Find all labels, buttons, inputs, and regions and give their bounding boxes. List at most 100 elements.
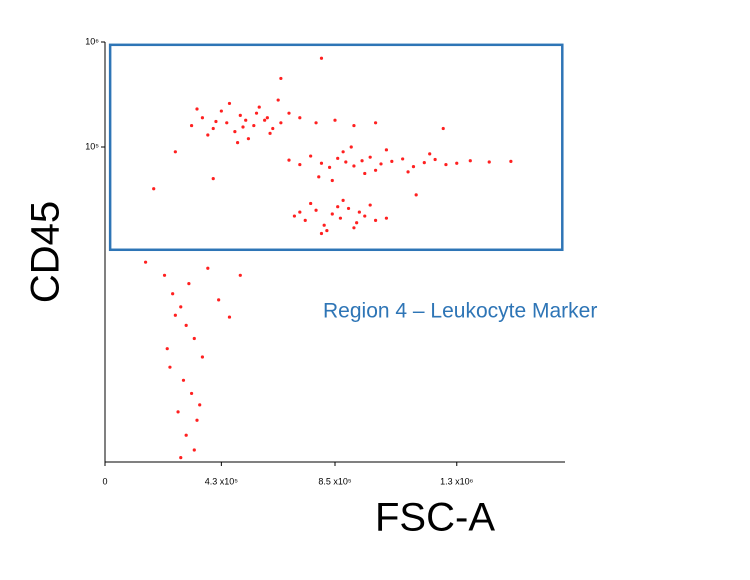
point — [192, 448, 196, 452]
point — [200, 116, 205, 120]
y-tick-label: 10⁶ — [85, 36, 99, 46]
point — [373, 168, 378, 172]
point — [363, 214, 367, 218]
point — [206, 266, 210, 270]
point — [189, 123, 194, 128]
point — [279, 121, 283, 125]
point — [257, 105, 261, 109]
point — [235, 141, 240, 145]
point — [187, 282, 191, 286]
point — [330, 178, 334, 183]
point — [319, 56, 324, 60]
point — [319, 231, 324, 236]
region-label: Region 4 – Leukocyte Marker — [323, 300, 597, 323]
point — [363, 171, 367, 176]
point — [238, 113, 242, 117]
point — [352, 164, 356, 168]
point — [384, 216, 389, 220]
point — [338, 216, 343, 220]
point — [411, 165, 416, 169]
point — [292, 214, 297, 218]
point — [341, 198, 345, 203]
point — [325, 228, 329, 233]
point — [368, 155, 372, 159]
point — [317, 175, 321, 179]
point — [225, 121, 229, 125]
point — [368, 203, 372, 207]
point — [330, 212, 334, 216]
point — [181, 378, 186, 382]
point — [268, 131, 272, 135]
point — [195, 418, 199, 422]
point — [189, 391, 194, 396]
point — [173, 150, 177, 154]
point — [298, 116, 302, 120]
point — [401, 157, 405, 161]
point — [227, 101, 232, 106]
point — [179, 305, 183, 309]
point — [414, 193, 418, 197]
point — [309, 154, 313, 158]
point — [173, 313, 177, 317]
point — [327, 165, 332, 169]
point — [238, 273, 242, 277]
point — [176, 410, 180, 414]
point — [360, 159, 364, 163]
point — [422, 161, 426, 165]
point — [309, 201, 313, 206]
point — [336, 156, 340, 160]
y-axis-label: CD45 — [24, 201, 68, 303]
point — [241, 125, 245, 129]
point — [165, 347, 169, 351]
point — [217, 298, 221, 302]
point — [206, 133, 210, 137]
x-tick-label: 1.3 x10⁶ — [440, 476, 474, 486]
point — [433, 157, 437, 162]
x-axis-label: FSC-A — [375, 496, 495, 540]
point — [384, 148, 389, 152]
point — [152, 187, 156, 191]
point — [379, 162, 383, 166]
point — [254, 111, 259, 115]
point — [179, 456, 183, 460]
point — [171, 292, 175, 296]
point — [168, 365, 172, 369]
point — [355, 221, 359, 225]
point — [319, 161, 324, 165]
point — [219, 109, 223, 113]
x-tick-label: 8.5 x10⁵ — [318, 476, 352, 486]
point — [298, 210, 302, 214]
point — [246, 137, 251, 141]
point — [276, 98, 280, 102]
point — [200, 355, 205, 359]
point — [184, 323, 188, 327]
y-tick-label: 10⁵ — [85, 141, 99, 151]
point — [214, 119, 218, 124]
point — [373, 218, 378, 222]
point — [314, 121, 318, 125]
point — [287, 158, 291, 162]
point — [298, 162, 302, 167]
point — [341, 150, 345, 154]
point — [352, 123, 356, 128]
point — [263, 118, 267, 122]
point — [344, 160, 348, 164]
point — [322, 223, 326, 227]
point — [444, 162, 448, 167]
point — [192, 336, 196, 341]
point — [346, 206, 351, 211]
point — [333, 118, 337, 122]
point — [279, 76, 283, 81]
point — [314, 208, 318, 212]
point — [428, 152, 432, 156]
point — [244, 118, 248, 122]
point — [349, 145, 353, 149]
point — [287, 111, 291, 115]
point — [373, 121, 378, 125]
point — [162, 273, 167, 277]
point — [303, 218, 307, 222]
point — [336, 205, 340, 209]
point — [357, 210, 361, 214]
point — [390, 159, 394, 163]
